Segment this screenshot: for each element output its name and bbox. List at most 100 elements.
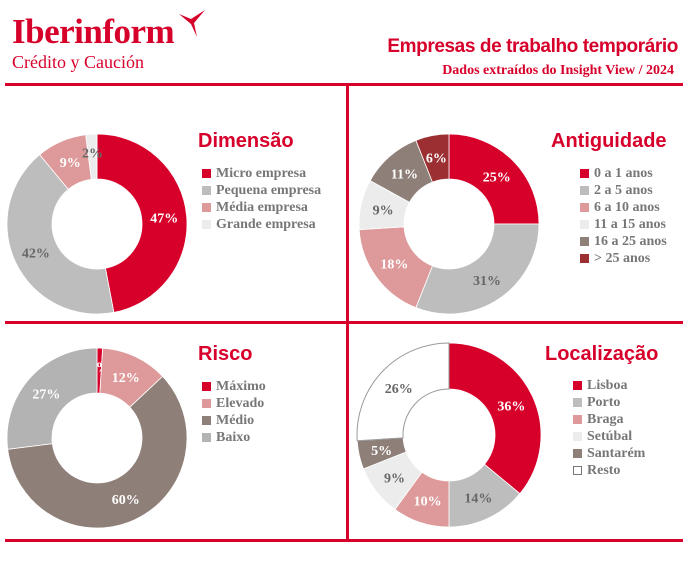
- data-label: 60%: [112, 493, 140, 508]
- legend-item: Pequena empresa: [202, 182, 321, 199]
- legend-swatch: [580, 203, 589, 212]
- legend-label: Máximo: [216, 379, 266, 394]
- chart-title-dimensao: Dimensão: [198, 130, 294, 152]
- donut-slice: [6, 154, 115, 315]
- legend-swatch: [573, 398, 582, 407]
- donut-slice: [415, 223, 540, 315]
- legend-item: Resto: [573, 462, 645, 479]
- legend-item: 11 a 15 anos: [580, 216, 667, 233]
- legend-item: 16 a 25 anos: [580, 233, 667, 250]
- donut-slice: [96, 133, 188, 313]
- legend-swatch: [580, 220, 589, 229]
- legend-swatch: [202, 416, 211, 425]
- donut-slice: [6, 347, 98, 450]
- data-label: 5%: [371, 444, 392, 459]
- legend-item: Micro empresa: [202, 165, 321, 182]
- legend-swatch: [573, 415, 582, 424]
- page-title: Empresas de trabalho temporário: [387, 36, 678, 57]
- legend-swatch: [202, 382, 211, 391]
- legend-risco: Máximo Elevado Médio Baixo: [202, 378, 266, 446]
- data-label: 47%: [150, 212, 178, 227]
- logo-brand: Iberinform: [12, 12, 175, 51]
- legend-swatch: [202, 220, 211, 229]
- donut-slice: [7, 375, 188, 529]
- legend-label: Lisboa: [587, 378, 628, 393]
- data-label: 27%: [32, 387, 60, 402]
- data-label: 36%: [497, 400, 525, 415]
- legend-swatch: [202, 186, 211, 195]
- legend-label: Santarém: [587, 446, 646, 461]
- legend-swatch: [573, 466, 582, 475]
- legend-item: Grande empresa: [202, 216, 321, 233]
- legend-swatch: [580, 186, 589, 195]
- donut-slice: [356, 342, 450, 442]
- legend-swatch: [573, 432, 582, 441]
- logo: Iberinform Crédito y Caución: [12, 10, 205, 73]
- legend-item: Máximo: [202, 378, 266, 395]
- legend-item: Braga: [573, 411, 645, 428]
- legend-swatch: [202, 169, 211, 178]
- data-label: 25%: [483, 170, 511, 185]
- legend-label: Baixo: [216, 430, 251, 445]
- legend-label: Braga: [587, 412, 624, 427]
- donut-slice: [85, 133, 98, 180]
- legend-dimensao: Micro empresa Pequena empresa Média empres…: [202, 165, 321, 233]
- legend-label: > 25 anos: [594, 251, 651, 266]
- data-label: 10%: [414, 495, 442, 510]
- legend-item: Setúbal: [573, 428, 645, 445]
- legend-label: 2 a 5 anos: [594, 183, 653, 198]
- data-label: 14%: [464, 491, 492, 506]
- legend-localizacao: Lisboa Porto Braga Setúbal Santarém Resto: [573, 377, 645, 479]
- data-label: 6%: [426, 152, 447, 167]
- data-label: 11%: [391, 167, 418, 182]
- legend-label: Setúbal: [587, 429, 633, 444]
- data-label: 9%: [60, 156, 81, 171]
- legend-swatch: [202, 433, 211, 442]
- page-subtitle: Dados extraídos do Insight View / 2024: [442, 63, 674, 78]
- legend-label: Micro empresa: [216, 166, 307, 181]
- legend-label: Resto: [587, 463, 621, 478]
- legend-label: Porto: [587, 395, 621, 410]
- legend-antiguidade: 0 a 1 anos 2 a 5 anos 6 a 10 anos 11 a 15 a…: [580, 165, 667, 267]
- chart-title-risco: Risco: [198, 343, 253, 365]
- data-label: 42%: [22, 247, 50, 262]
- data-label: 12%: [112, 371, 140, 386]
- legend-swatch: [202, 203, 211, 212]
- data-label: 18%: [380, 258, 408, 273]
- legend-label: 6 a 10 anos: [594, 200, 660, 215]
- donut-slice: [415, 133, 450, 183]
- divider-vertical: [346, 84, 349, 540]
- data-label: 9%: [373, 203, 394, 218]
- legend-label: Grande empresa: [216, 217, 316, 232]
- legend-item: 6 a 10 anos: [580, 199, 667, 216]
- legend-item: Santarém: [573, 445, 645, 462]
- legend-swatch: [573, 449, 582, 458]
- legend-item: Lisboa: [573, 377, 645, 394]
- legend-item: 0 a 1 anos: [580, 165, 667, 182]
- legend-item: 2 a 5 anos: [580, 182, 667, 199]
- data-label: 9%: [384, 471, 405, 486]
- divider-top: [5, 83, 683, 86]
- legend-item: > 25 anos: [580, 250, 667, 267]
- legend-label: Elevado: [216, 396, 265, 411]
- chart-title-localizacao: Localização: [545, 343, 659, 365]
- legend-label: Pequena empresa: [216, 183, 322, 198]
- legend-item: Elevado: [202, 395, 266, 412]
- logo-subtitle: Crédito y Caución: [12, 52, 144, 72]
- legend-label: Médio: [216, 413, 255, 428]
- legend-item: Médio: [202, 412, 266, 429]
- legend-label: 0 a 1 anos: [594, 166, 653, 181]
- legend-label: 11 a 15 anos: [594, 217, 666, 232]
- legend-label: 16 a 25 anos: [594, 234, 667, 249]
- data-label: 26%: [385, 382, 413, 397]
- legend-swatch: [573, 381, 582, 390]
- data-label: 2%: [82, 147, 103, 162]
- legend-item: Média empresa: [202, 199, 321, 216]
- chart-title-antiguidade: Antiguidade: [551, 130, 667, 152]
- donut-slice: [448, 133, 540, 225]
- legend-item: Baixo: [202, 429, 266, 446]
- legend-swatch: [580, 254, 589, 263]
- legend-item: Porto: [573, 394, 645, 411]
- legend-swatch: [202, 399, 211, 408]
